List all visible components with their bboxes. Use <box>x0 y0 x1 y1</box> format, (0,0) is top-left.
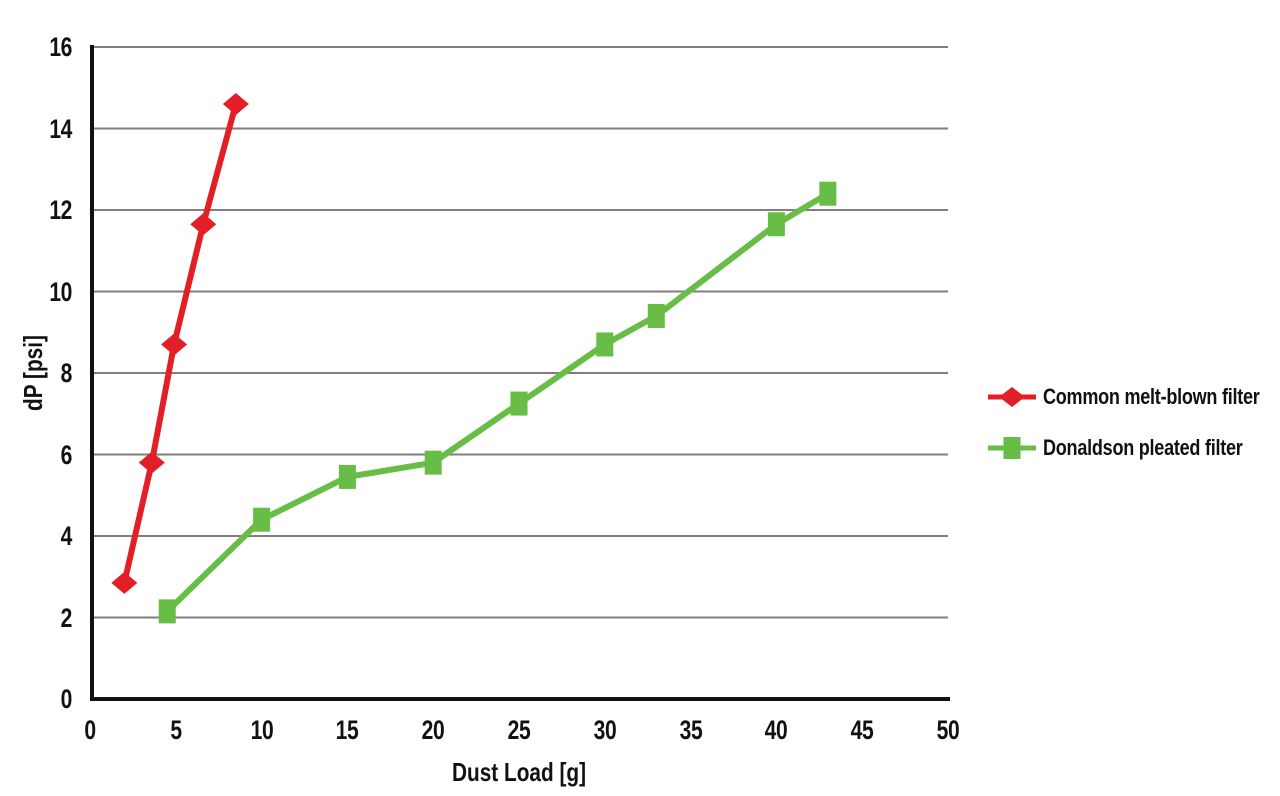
y-tick-label-8: 8 <box>60 358 73 388</box>
series-line-1 <box>165 191 830 614</box>
data-point-square <box>253 507 271 532</box>
legend: Common melt-blown filter Donaldson pleat… <box>988 382 1280 484</box>
data-point-diamond <box>222 93 249 116</box>
legend-diamond-glyph <box>999 387 1025 407</box>
x-tick-label-40: 40 <box>765 715 788 745</box>
data-point-diamond <box>138 451 165 474</box>
data-point-square <box>819 181 837 206</box>
legend-marker-diamond-icon <box>988 387 1036 407</box>
x-tick-label-30: 30 <box>593 715 617 745</box>
y-tick-label-10: 10 <box>49 276 72 307</box>
x-tick-label-15: 15 <box>336 715 359 745</box>
x-tick-label-0: 0 <box>84 715 96 745</box>
x-tick-label-5: 5 <box>170 715 182 745</box>
legend-square-glyph <box>1003 437 1021 459</box>
legend-marker-square-icon <box>988 437 1036 459</box>
y-tick-label-2: 2 <box>60 602 73 633</box>
data-point-square <box>647 303 665 328</box>
y-tick-label-16: 16 <box>49 32 72 62</box>
legend-item-melt-blown: Common melt-blown filter <box>988 382 1280 412</box>
y-tick-label-12: 12 <box>49 195 72 225</box>
data-point-square <box>510 391 528 416</box>
data-point-diamond <box>111 571 138 594</box>
legend-item-pleated: Donaldson pleated filter <box>988 433 1280 463</box>
x-tick-label-35: 35 <box>679 715 702 745</box>
x-tick-label-50: 50 <box>936 715 960 745</box>
y-tick-label-4: 4 <box>60 521 73 551</box>
data-point-square <box>596 332 614 357</box>
x-tick-label-10: 10 <box>250 715 273 745</box>
y-tick-label-6: 6 <box>60 439 73 470</box>
legend-label-melt-blown: Common melt-blown filter <box>1043 384 1260 409</box>
data-point-diamond <box>161 333 188 356</box>
x-tick-label-25: 25 <box>507 715 531 745</box>
x-tick-label-20: 20 <box>421 715 445 745</box>
legend-label-pleated: Donaldson pleated filter <box>1043 435 1243 460</box>
x-axis-title: Dust Load [g] <box>451 757 587 787</box>
y-tick-label-0: 0 <box>60 684 73 714</box>
data-point-square <box>338 464 356 489</box>
data-point-square <box>424 450 442 475</box>
data-point-square <box>767 212 785 237</box>
y-tick-label-14: 14 <box>49 113 72 144</box>
x-tick-label-45: 45 <box>850 715 874 745</box>
data-point-diamond <box>190 213 217 236</box>
data-point-square <box>158 599 176 624</box>
